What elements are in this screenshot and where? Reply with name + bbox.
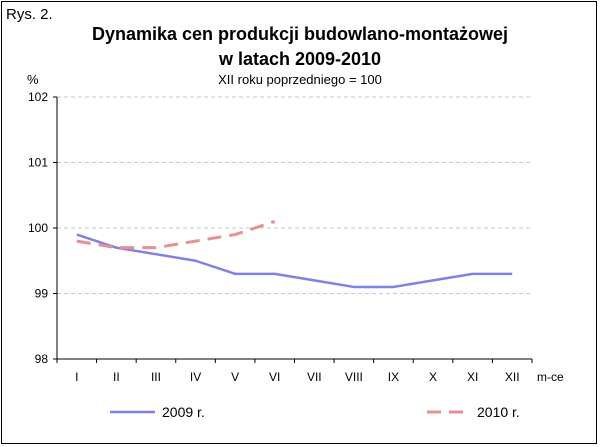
x-axis-label: m-ce xyxy=(537,370,564,384)
legend-item-2009: 2009 r. xyxy=(162,404,205,420)
y-tick-label-99: 99 xyxy=(35,287,49,301)
y-tick-label-102: 102 xyxy=(28,90,48,104)
y-tick-label-100: 100 xyxy=(28,221,48,235)
series-line-2010r xyxy=(76,220,276,250)
x-tick-label-XII: XII xyxy=(505,370,520,384)
x-tick-label-VIII: VIII xyxy=(345,370,363,384)
x-tick-label-VI: VI xyxy=(269,370,280,384)
x-tick-label-II: II xyxy=(113,370,120,384)
x-tick-label-IX: IX xyxy=(388,370,399,384)
y-tick-label-98: 98 xyxy=(35,352,49,366)
y-axis-unit: % xyxy=(27,72,39,87)
x-tick-label-V: V xyxy=(231,370,239,384)
x-tick-label-VII: VII xyxy=(307,370,322,384)
chart-subtitle: XII roku poprzedniego = 100 xyxy=(218,72,382,87)
x-tick-label-X: X xyxy=(429,370,437,384)
chart-title-line2: w latach 2009-2010 xyxy=(218,49,382,69)
chart-title-line1: Dynamika cen produkcji budowlano-montażo… xyxy=(91,24,509,44)
x-tick-label-I: I xyxy=(75,370,78,384)
figure-label: Rys. 2. xyxy=(6,6,53,23)
y-tick-label-101: 101 xyxy=(28,156,48,170)
legend-item-2010: 2010 r. xyxy=(477,404,520,420)
x-tick-label-IV: IV xyxy=(190,370,201,384)
x-tick-label-XI: XI xyxy=(467,370,478,384)
x-tick-label-III: III xyxy=(151,370,161,384)
series-line-2009r xyxy=(76,233,513,289)
